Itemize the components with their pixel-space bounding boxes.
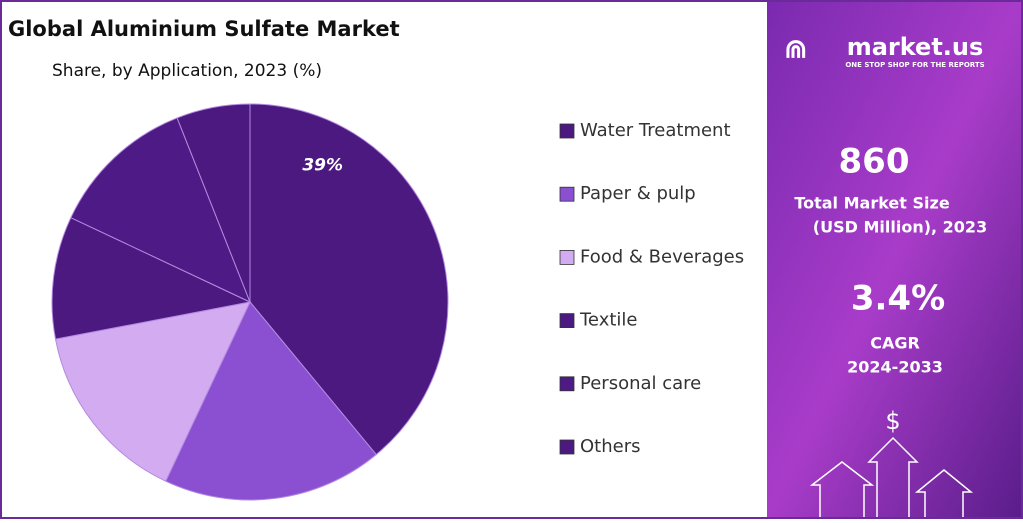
pie-slice bbox=[70, 117, 251, 303]
icon: $ bbox=[885, 407, 900, 435]
side-panel bbox=[767, 2, 1021, 517]
pie-slice bbox=[176, 103, 251, 303]
pie-slice bbox=[51, 217, 252, 340]
legend-swatch bbox=[559, 123, 575, 139]
pie-slice bbox=[249, 103, 449, 456]
legend-label: Paper & pulp bbox=[580, 183, 696, 204]
legend-swatch bbox=[559, 186, 575, 202]
legend-swatch bbox=[559, 439, 575, 455]
market-size-label: Total Market Size bbox=[794, 194, 949, 213]
cagr-label: 2024-2033 bbox=[847, 358, 943, 377]
pie: 39% bbox=[51, 103, 449, 501]
pie-slice bbox=[54, 301, 251, 482]
cagr: 3.4% bbox=[851, 279, 945, 319]
legend-swatch bbox=[559, 313, 575, 329]
market-size-label: (USD Million), 2023 bbox=[813, 218, 987, 237]
panel-content: ⋒ market.us ONE STOP SHOP FOR THE REPORT… bbox=[784, 32, 987, 517]
cagr-label: CAGR bbox=[870, 334, 920, 353]
legend-swatch bbox=[559, 249, 575, 265]
logo: market.us bbox=[847, 33, 984, 61]
tagline: ONE STOP SHOP FOR THE REPORTS bbox=[845, 61, 984, 69]
chart-title: Global Aluminium Sulfate Market bbox=[8, 17, 400, 41]
logo-mark: ⋒ bbox=[784, 32, 807, 65]
legend-swatch bbox=[559, 376, 575, 392]
legend-label: Personal care bbox=[580, 373, 701, 394]
legend-label: Food & Beverages bbox=[580, 246, 744, 267]
legend-label: Others bbox=[580, 436, 641, 457]
legend-label: Water Treatment bbox=[580, 120, 731, 141]
chart-subtitle: Share, by Application, 2023 (%) bbox=[52, 61, 322, 81]
arrows bbox=[809, 436, 974, 517]
pie-slice bbox=[165, 301, 377, 501]
legend-label: Textile bbox=[579, 310, 637, 331]
legend: Water Treatment Paper & pulp Food & Bevera… bbox=[559, 120, 744, 457]
market-size: 860 bbox=[839, 142, 910, 182]
data-label: 39% bbox=[302, 156, 343, 176]
